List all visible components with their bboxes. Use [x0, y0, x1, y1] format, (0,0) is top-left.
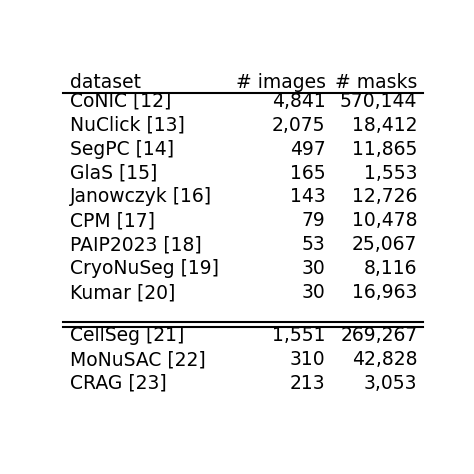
- Text: 4,841: 4,841: [272, 92, 326, 111]
- Text: 2,075: 2,075: [272, 116, 326, 135]
- Text: MoNuSAC [22]: MoNuSAC [22]: [70, 350, 206, 369]
- Text: 143: 143: [290, 187, 326, 207]
- Text: 497: 497: [290, 140, 326, 159]
- Text: GlaS [15]: GlaS [15]: [70, 164, 158, 182]
- Text: 165: 165: [290, 164, 326, 182]
- Text: 53: 53: [302, 235, 326, 254]
- Text: 30: 30: [302, 259, 326, 278]
- Text: 42,828: 42,828: [352, 350, 418, 369]
- Text: 3,053: 3,053: [364, 374, 418, 393]
- Text: 11,865: 11,865: [352, 140, 418, 159]
- Text: 1,553: 1,553: [364, 164, 418, 182]
- Text: 1,551: 1,551: [272, 326, 326, 345]
- Text: 16,963: 16,963: [352, 283, 418, 302]
- Text: # images: # images: [236, 73, 326, 91]
- Text: 310: 310: [290, 350, 326, 369]
- Text: 10,478: 10,478: [352, 211, 418, 230]
- Text: NuClick [13]: NuClick [13]: [70, 116, 185, 135]
- Text: CRAG [23]: CRAG [23]: [70, 374, 167, 393]
- Text: # masks: # masks: [335, 73, 418, 91]
- Text: CPM [17]: CPM [17]: [70, 211, 155, 230]
- Text: SegPC [14]: SegPC [14]: [70, 140, 174, 159]
- Text: 269,267: 269,267: [340, 326, 418, 345]
- Text: 570,144: 570,144: [340, 92, 418, 111]
- Text: 8,116: 8,116: [364, 259, 418, 278]
- Text: CoNIC [12]: CoNIC [12]: [70, 92, 172, 111]
- Text: CryoNuSeg [19]: CryoNuSeg [19]: [70, 259, 219, 278]
- Text: 30: 30: [302, 283, 326, 302]
- Text: 79: 79: [302, 211, 326, 230]
- Text: Kumar [20]: Kumar [20]: [70, 283, 176, 302]
- Text: 213: 213: [290, 374, 326, 393]
- Text: PAIP2023 [18]: PAIP2023 [18]: [70, 235, 202, 254]
- Text: 18,412: 18,412: [352, 116, 418, 135]
- Text: 25,067: 25,067: [352, 235, 418, 254]
- Text: 12,726: 12,726: [352, 187, 418, 207]
- Text: CellSeg [21]: CellSeg [21]: [70, 326, 185, 345]
- Text: dataset: dataset: [70, 73, 141, 91]
- Text: Janowczyk [16]: Janowczyk [16]: [70, 187, 212, 207]
